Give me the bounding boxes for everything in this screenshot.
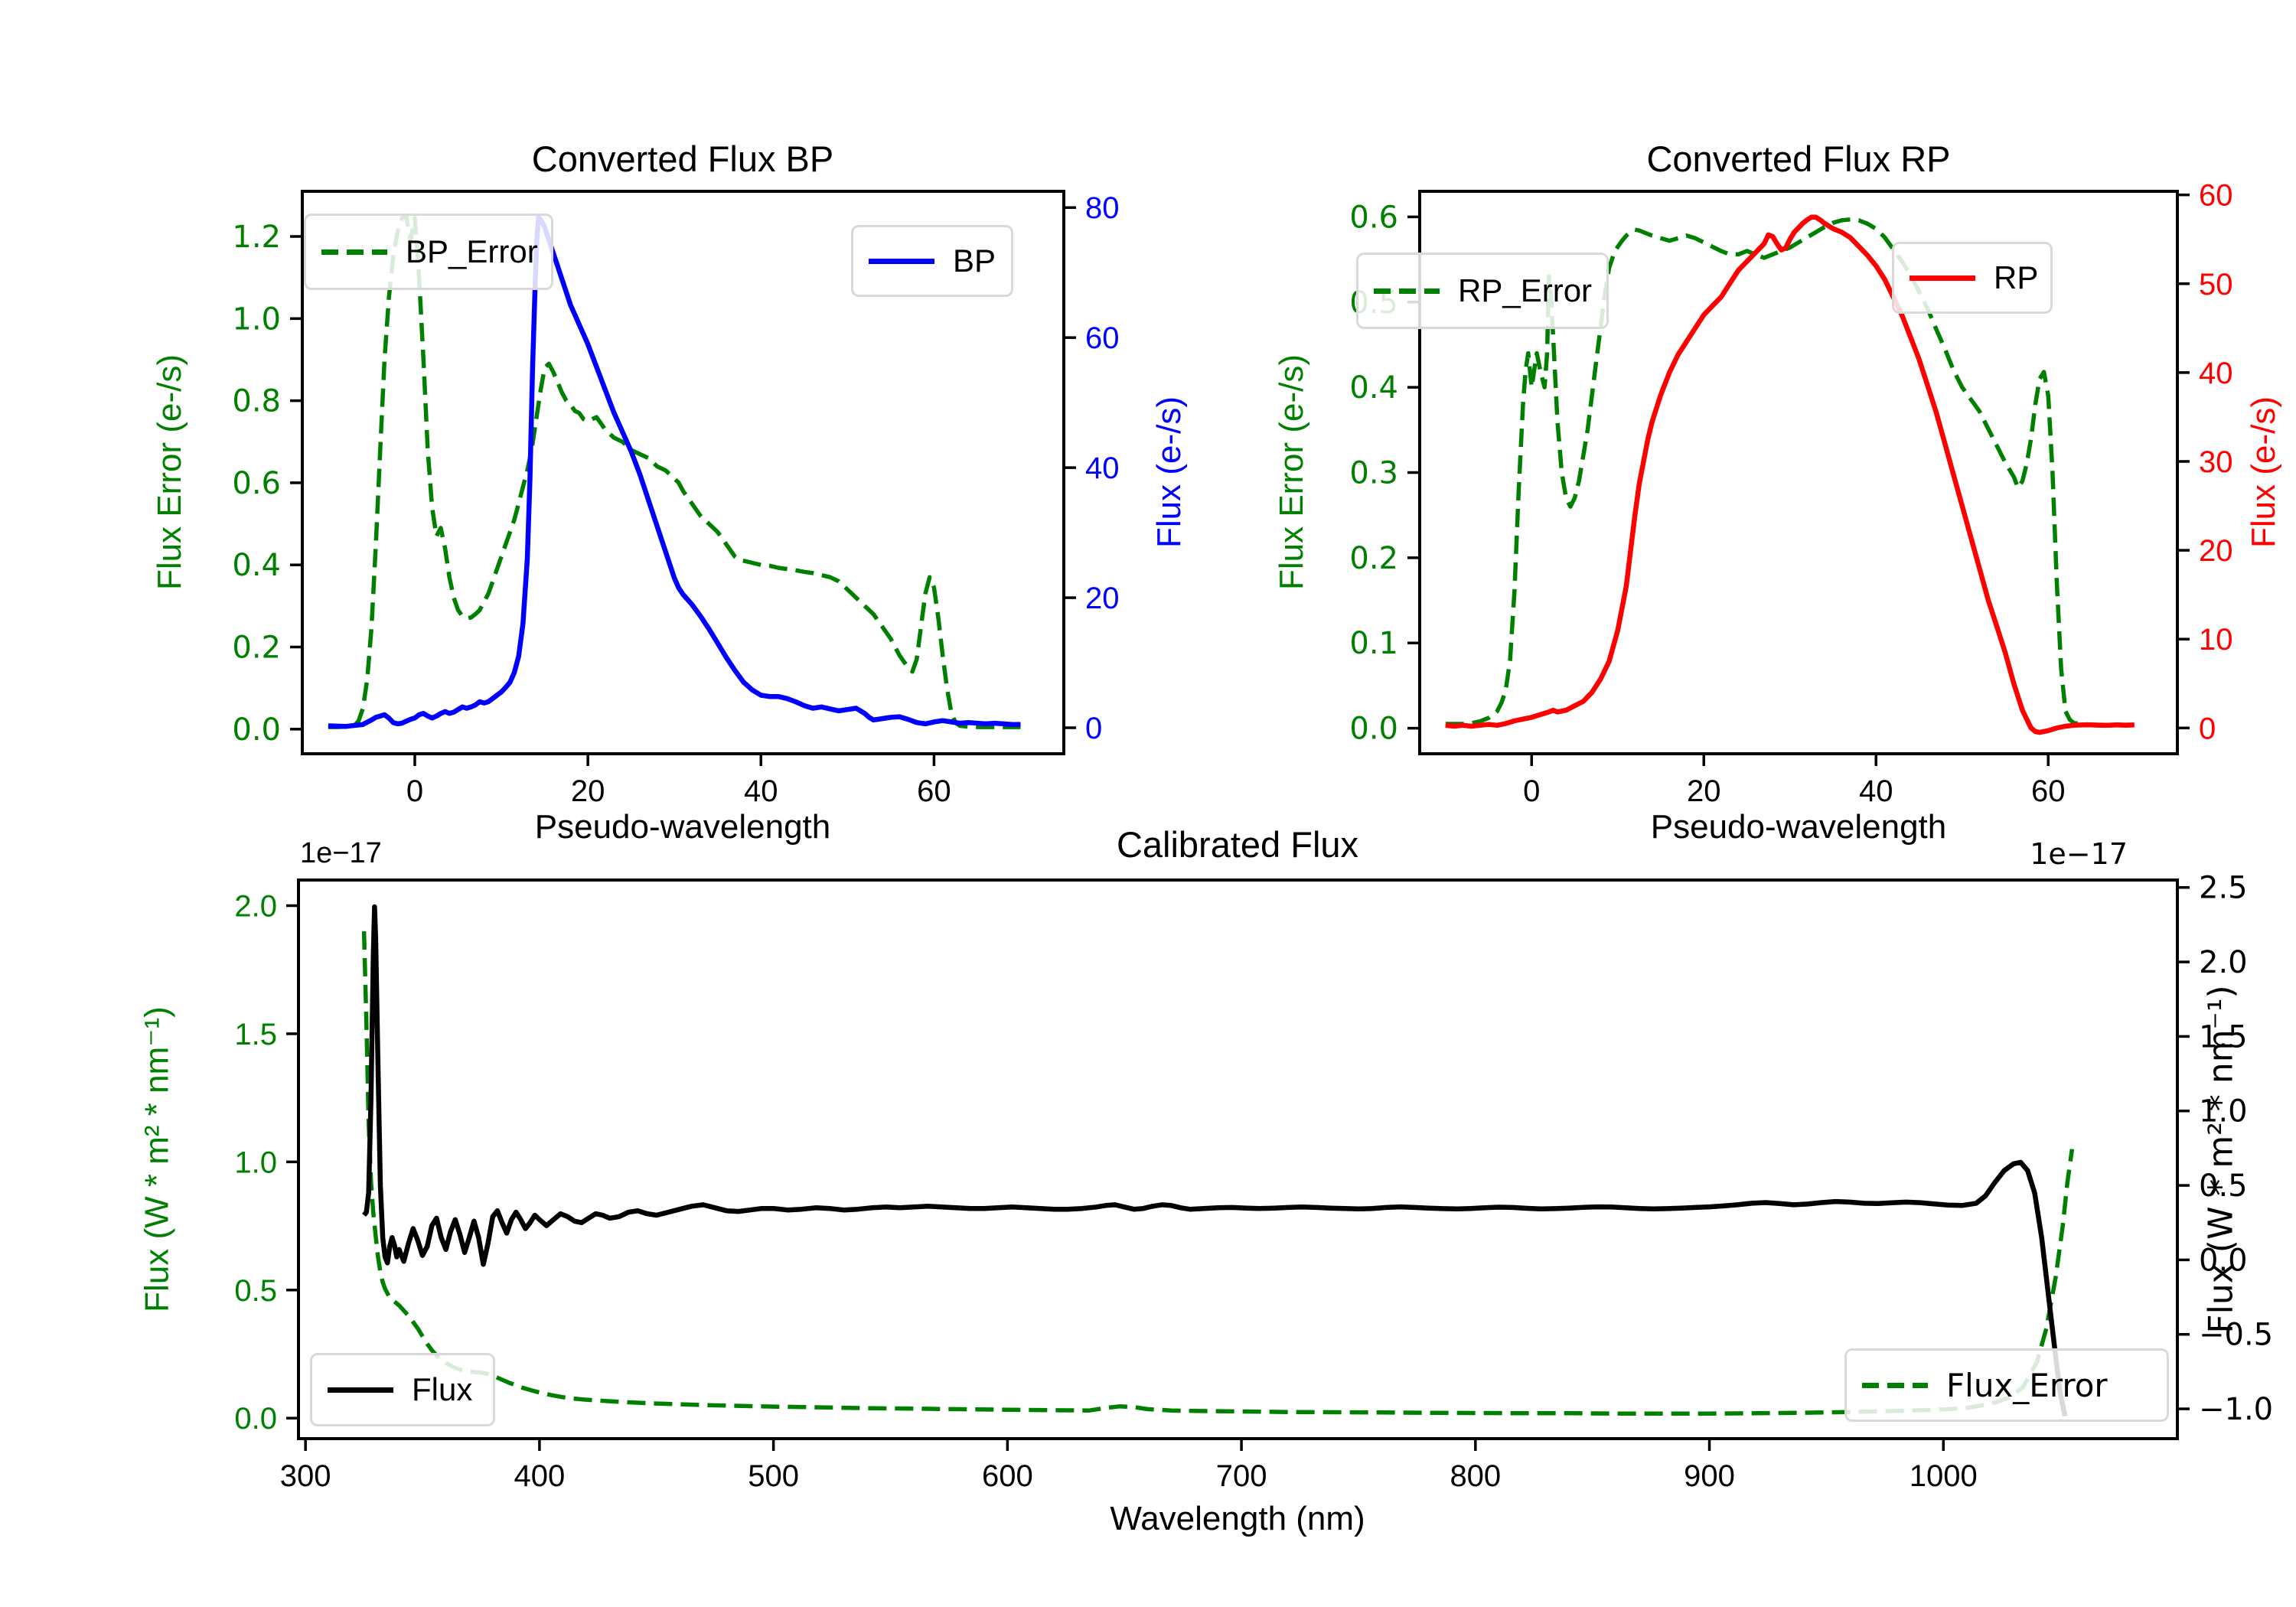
bp-bp-error-curve: [328, 214, 1021, 729]
cal-x-tick-label: 300: [280, 1459, 331, 1493]
bp-axes-frame: [301, 190, 1065, 755]
calibrated-x-axis-label: Wavelength (nm): [1110, 1500, 1365, 1537]
bp-right-tick-label: 0: [1085, 712, 1102, 745]
rp-left-tick-label: 0.1: [1349, 626, 1398, 661]
calibrated-chart-title: Calibrated Flux: [1116, 824, 1359, 865]
bp-error-legend: BP_Error: [304, 214, 553, 290]
cal-left-tick-label: 1.5: [234, 1018, 277, 1051]
flux-error-legend-label: Flux_Error: [1946, 1366, 2108, 1404]
rp-x-tick-label: 40: [1859, 774, 1893, 808]
bp-left-tick-label: 1.2: [232, 220, 281, 255]
flux-legend-label: Flux: [412, 1371, 473, 1407]
bp-legend: BP: [851, 225, 1013, 297]
bp-right-tick-label: 80: [1085, 191, 1120, 225]
cal-axes-frame: [297, 878, 2179, 1440]
rp-left-tick-label: 0.3: [1349, 456, 1398, 491]
rp-left-tick-label: 0.0: [1349, 712, 1398, 747]
cal-flux-error-curve: [361, 931, 2075, 1416]
rp-right-axis-label: Flux (e-/s): [2245, 396, 2282, 548]
flux-error-legend: Flux_Error: [1844, 1348, 2169, 1422]
calibrated-right-offset-text: 1e−17: [2030, 837, 2128, 871]
rp-legend-line-icon: [1910, 275, 1975, 281]
rp-left-tick-label: 0.2: [1349, 541, 1398, 576]
cal-right-tick-label: 2.5: [2199, 871, 2248, 906]
calibrated-right-axis-label: Flux (W * m² * nm⁻¹): [2201, 985, 2241, 1334]
cal-right-tick-label: 2.0: [2199, 945, 2248, 980]
bp-right-tick-label: 20: [1085, 582, 1120, 615]
rp-right-tick-label: 40: [2199, 357, 2233, 390]
rp-error-legend: RP_Error: [1356, 253, 1609, 329]
rp-left-tick-label: 0.6: [1349, 200, 1398, 235]
rp-legend-label: RP: [1994, 259, 2039, 295]
bp-error-legend-label: BP_Error: [406, 233, 538, 269]
cal-x-tick-label: 800: [1450, 1459, 1501, 1493]
bp-right-axis-label: Flux (e-/s): [1150, 396, 1188, 548]
rp-error-legend-label: RP_Error: [1458, 272, 1593, 308]
bp-left-tick-label: 0.8: [232, 384, 281, 419]
cal-left-tick-label: 0.0: [234, 1402, 277, 1436]
rp-x-tick-label: 60: [2031, 774, 2066, 808]
rp-x-axis-label: Pseudo-wavelength: [1650, 808, 1947, 846]
rp-x-tick-label: 20: [1687, 774, 1721, 808]
bp-chart-canvas: 0 20 40 60 0.0 0.2 0.4 0.6 0.8 1.0 1.2 0 20 40 60 80: [232, 190, 1120, 808]
cal-right-tick-label: −0.5: [2199, 1318, 2273, 1353]
bp-error-legend-dashed-line-icon: [321, 249, 387, 255]
bp-left-tick-label: 1.0: [232, 302, 281, 337]
cal-x-tick-label: 900: [1684, 1459, 1735, 1493]
rp-right-tick-label: 30: [2199, 445, 2233, 479]
cal-x-tick-label: 400: [514, 1459, 566, 1493]
cal-left-tick-label: 1.0: [234, 1146, 277, 1179]
cal-x-tick-label: 500: [748, 1459, 799, 1493]
cal-x-tick-label: 1000: [1910, 1459, 1978, 1493]
calibrated-left-axis-label: Flux (W * m² * nm⁻¹): [138, 1006, 176, 1312]
rp-right-tick-label: 60: [2199, 179, 2233, 213]
rp-chart-canvas: 02040600.00.10.20.30.40.50.6010203040506…: [1349, 179, 2232, 808]
rp-rp-curve: [1445, 214, 2135, 735]
rp-left-tick-label: 0.4: [1349, 370, 1398, 406]
cal-left-tick-label: 2.0: [234, 889, 277, 923]
flux-error-legend-dashed-line-icon: [1862, 1382, 1928, 1388]
cal-x-tick-label: 700: [1216, 1459, 1267, 1493]
rp-right-tick-label: 0: [2199, 712, 2216, 745]
bp-x-axis-label: Pseudo-wavelength: [534, 808, 831, 846]
rp-right-tick-label: 10: [2199, 623, 2233, 657]
cal-right-tick-label: −1.0: [2199, 1392, 2273, 1427]
bp-x-tick-label: 40: [744, 774, 778, 808]
cal-left-tick-label: 0.5: [234, 1274, 277, 1308]
rp-right-tick-label: 50: [2199, 268, 2233, 302]
cal-right-tick-label: 0.0: [2199, 1243, 2248, 1278]
cal-right-tick-label: 0.5: [2199, 1169, 2248, 1204]
cal-x-tick-label: 600: [982, 1459, 1033, 1493]
rp-error-legend-dashed-line-icon: [1374, 288, 1440, 294]
rp-rp-error-curve: [1445, 217, 2135, 727]
cal-right-tick-label: 1.5: [2199, 1019, 2248, 1054]
bp-bp-curve: [328, 214, 1021, 729]
bp-left-tick-label: 0.6: [232, 466, 281, 501]
bp-left-axis-label: Flux Error (e-/s): [151, 354, 188, 590]
bp-left-tick-label: 0.0: [232, 712, 281, 748]
bp-legend-label: BP: [953, 243, 996, 279]
rp-left-axis-label: Flux Error (e-/s): [1273, 354, 1310, 590]
cal-flux-curve: [362, 904, 2068, 1417]
bp-left-tick-label: 0.2: [232, 631, 281, 666]
bp-x-tick-label: 60: [917, 774, 951, 808]
bp-left-tick-label: 0.4: [232, 548, 281, 583]
bp-right-tick-label: 60: [1085, 321, 1120, 355]
bp-right-tick-label: 40: [1085, 451, 1120, 485]
rp-x-tick-label: 0: [1523, 774, 1540, 808]
cal-right-tick-label: 1.0: [2199, 1094, 2248, 1129]
bp-x-tick-label: 0: [406, 774, 423, 808]
calibrated-chart-canvas: 300 400 500 600 700 800 900 1000 0.0 0.5 1.0 1.5 2.0…: [234, 871, 2273, 1493]
rp-chart-title: Converted Flux RP: [1646, 139, 1951, 179]
flux-legend-line-icon: [328, 1387, 393, 1393]
flux-legend: Flux: [310, 1353, 495, 1426]
bp-chart-title: Converted Flux BP: [531, 139, 834, 179]
bp-x-tick-label: 20: [571, 774, 605, 808]
bp-legend-line-icon: [869, 258, 934, 264]
calibrated-left-offset-text: 1e−17: [300, 837, 382, 869]
rp-right-tick-label: 20: [2199, 534, 2233, 568]
rp-legend: RP: [1892, 242, 2053, 314]
